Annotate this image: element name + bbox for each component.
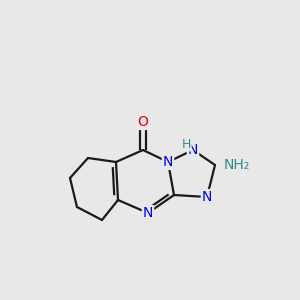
Text: NH₂: NH₂ [224, 158, 250, 172]
Text: N: N [188, 143, 198, 157]
Text: H: H [181, 137, 191, 151]
Text: N: N [202, 190, 212, 204]
Text: N: N [143, 206, 153, 220]
Text: O: O [138, 115, 148, 129]
Text: N: N [163, 155, 173, 169]
